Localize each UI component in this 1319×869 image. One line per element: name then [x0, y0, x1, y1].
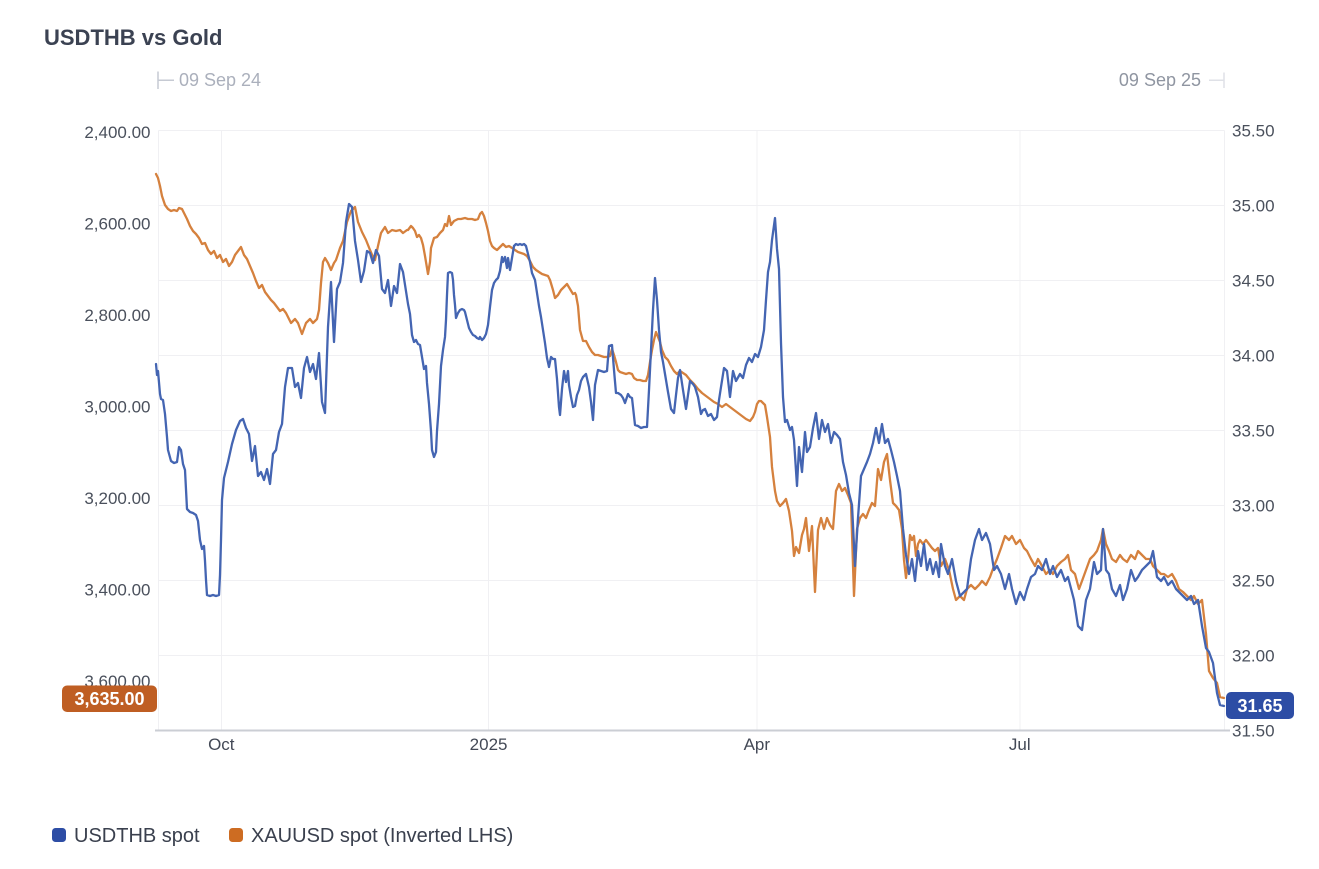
svg-text:Apr: Apr [744, 735, 771, 754]
svg-text:35.50: 35.50 [1232, 122, 1275, 141]
svg-text:Jul: Jul [1009, 735, 1031, 754]
svg-text:3,635.00: 3,635.00 [74, 689, 144, 709]
svg-text:XAUUSD spot (Inverted LHS): XAUUSD spot (Inverted LHS) [251, 825, 513, 847]
svg-text:2,400.00: 2,400.00 [84, 123, 150, 142]
svg-text:31.50: 31.50 [1232, 722, 1275, 741]
svg-text:34.00: 34.00 [1232, 347, 1275, 366]
svg-text:09 Sep 25: 09 Sep 25 [1119, 70, 1201, 90]
svg-text:USDTHB spot: USDTHB spot [74, 825, 200, 847]
svg-text:34.50: 34.50 [1232, 272, 1275, 291]
svg-text:33.00: 33.00 [1232, 497, 1275, 516]
svg-text:2,800.00: 2,800.00 [84, 306, 150, 325]
svg-text:Oct: Oct [208, 735, 235, 754]
svg-text:3,000.00: 3,000.00 [84, 397, 150, 416]
svg-text:3,200.00: 3,200.00 [84, 489, 150, 508]
svg-text:2025: 2025 [470, 735, 508, 754]
svg-text:31.65: 31.65 [1237, 696, 1282, 716]
svg-text:33.50: 33.50 [1232, 422, 1275, 441]
svg-text:09 Sep 24: 09 Sep 24 [179, 70, 261, 90]
svg-text:32.50: 32.50 [1232, 572, 1275, 591]
svg-text:35.00: 35.00 [1232, 197, 1275, 216]
svg-text:3,400.00: 3,400.00 [84, 580, 150, 599]
svg-text:2,600.00: 2,600.00 [84, 214, 150, 233]
svg-text:32.00: 32.00 [1232, 647, 1275, 666]
